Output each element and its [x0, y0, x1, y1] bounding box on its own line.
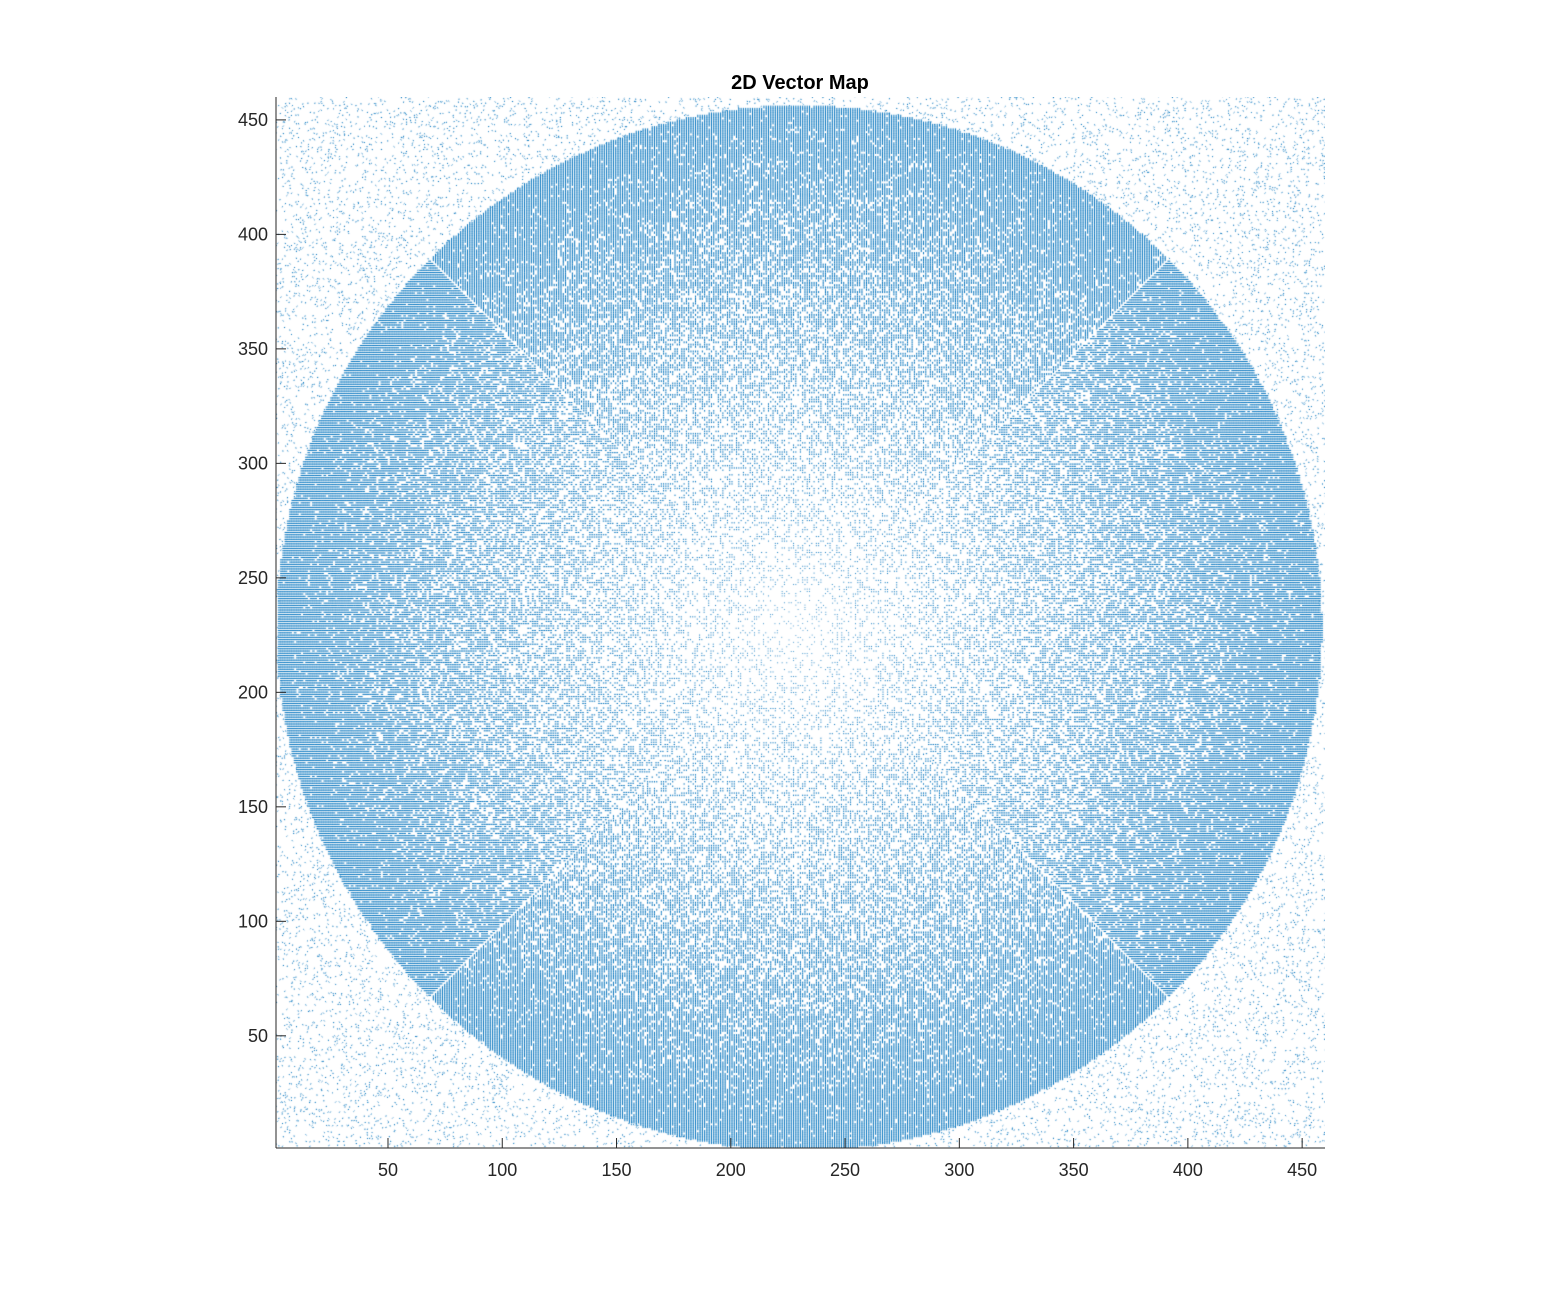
x-tick-label: 200	[716, 1160, 746, 1180]
chart-title: 2D Vector Map	[731, 72, 869, 94]
vector-field-layer	[276, 97, 1325, 1148]
y-tick-label: 400	[238, 224, 268, 244]
x-ticks: 50 100 150 200 250 300 350 400 450	[378, 1138, 1317, 1180]
x-tick-label: 350	[1059, 1160, 1089, 1180]
x-tick-label: 50	[378, 1160, 398, 1180]
x-tick-label: 300	[944, 1160, 974, 1180]
axes	[275, 97, 1325, 1149]
x-tick-label: 150	[602, 1160, 632, 1180]
y-tick-label: 50	[248, 1026, 268, 1046]
y-ticks: 50 100 150 200 250 300 350 400 450	[238, 110, 286, 1046]
x-tick-label: 250	[830, 1160, 860, 1180]
vector-field-canvas	[276, 97, 1325, 1148]
y-tick-label: 300	[238, 453, 268, 473]
x-tick-label: 400	[1173, 1160, 1203, 1180]
y-tick-label: 350	[238, 339, 268, 359]
y-tick-label: 150	[238, 797, 268, 817]
x-tick-label: 100	[487, 1160, 517, 1180]
x-tick-label: 450	[1287, 1160, 1317, 1180]
y-tick-label: 100	[238, 911, 268, 931]
y-tick-label: 200	[238, 682, 268, 702]
y-tick-label: 250	[238, 568, 268, 588]
y-tick-label: 450	[238, 110, 268, 130]
